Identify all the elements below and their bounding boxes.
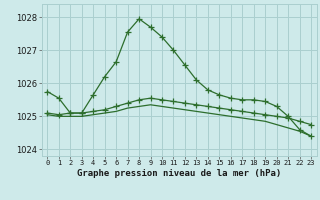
X-axis label: Graphe pression niveau de la mer (hPa): Graphe pression niveau de la mer (hPa)	[77, 169, 281, 178]
